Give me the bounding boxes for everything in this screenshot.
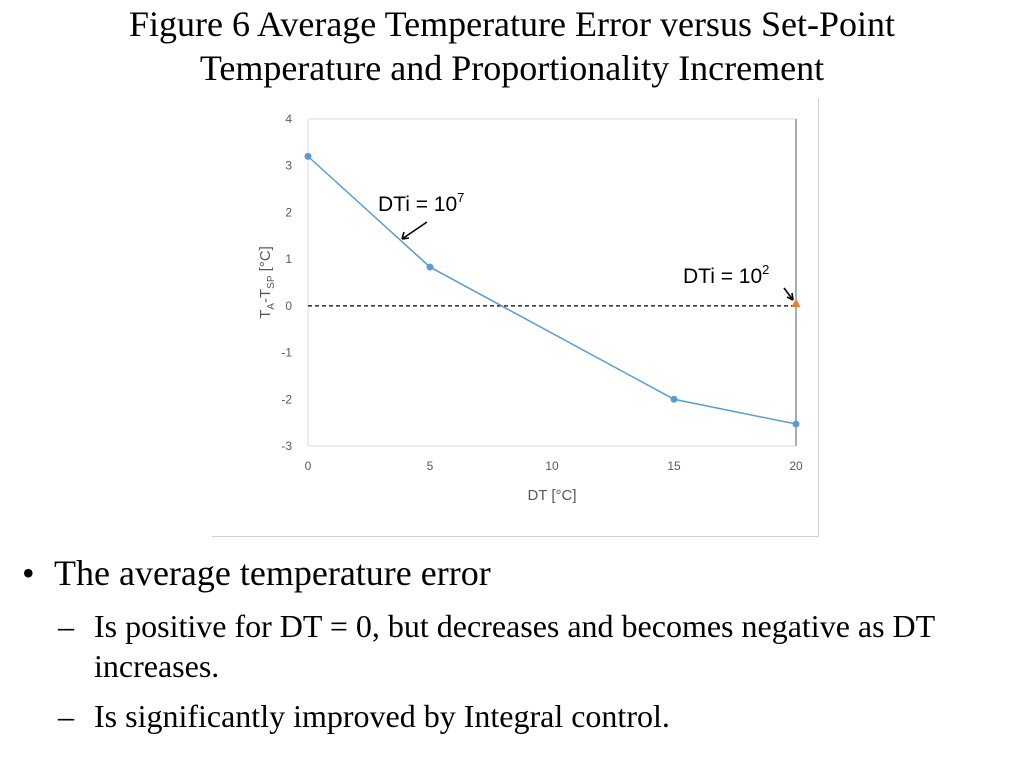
sub-bullet-2: – Is significantly improved by Integral … xyxy=(22,696,1002,736)
sub-bullet-marker: – xyxy=(58,608,74,644)
bullet-marker: • xyxy=(22,553,35,593)
sub-bullet-1: – Is positive for DT = 0, but decreases … xyxy=(22,606,1002,686)
bullet-main: • The average temperature error xyxy=(22,550,1002,596)
x-tick-label: 10 xyxy=(545,459,559,473)
data-point xyxy=(792,420,800,428)
bullet-main-text: The average temperature error xyxy=(54,553,491,593)
series-line xyxy=(307,155,797,425)
sub-bullet-1-text: Is positive for DT = 0, but decreases an… xyxy=(94,608,935,684)
y-tick-label: 4 xyxy=(285,112,292,126)
x-tick-label: 5 xyxy=(427,459,434,473)
x-tick-label: 20 xyxy=(789,459,803,473)
data-point-triangle xyxy=(791,298,801,308)
sub-bullet-2-text: Is significantly improved by Integral co… xyxy=(94,698,670,734)
data-point xyxy=(304,152,312,160)
y-tick-label: 1 xyxy=(285,252,292,266)
bullet-list: • The average temperature error – Is pos… xyxy=(22,550,1002,736)
annotation-dti-1e2: DTi = 102 xyxy=(683,262,769,288)
annotation-arrow-1 xyxy=(401,221,428,240)
annotation-arrow-2 xyxy=(783,287,794,301)
y-tick-label: -3 xyxy=(281,439,292,453)
sub-bullet-marker: – xyxy=(58,698,74,734)
annotation-dti-1e7: DTi = 107 xyxy=(378,190,464,216)
y-tick-label: -1 xyxy=(281,346,292,360)
y-axis-title-sub-a: A xyxy=(266,303,277,310)
data-point xyxy=(670,395,678,403)
x-tick-label: 15 xyxy=(667,459,681,473)
y-tick-label: 2 xyxy=(285,205,292,219)
y-tick-label: 0 xyxy=(285,299,292,313)
slide-title-line-1: Figure 6 Average Temperature Error versu… xyxy=(129,4,895,44)
y-tick-label: 3 xyxy=(285,159,292,173)
annotation-dti-1e7-exponent: 7 xyxy=(457,190,464,205)
x-axis-title: DT [°C] xyxy=(527,487,576,504)
annotation-dti-1e2-exponent: 2 xyxy=(762,262,769,277)
slide-title: Figure 6 Average Temperature Error versu… xyxy=(0,2,1024,90)
y-axis-title: TA-TSP [°C] xyxy=(257,246,277,319)
data-point xyxy=(426,263,434,271)
chart-frame: 4 3 2 1 0 -1 -2 -3 0 5 10 15 20 TA-TSP [°C] DT [°C]… xyxy=(212,98,819,537)
y-tick-label: -2 xyxy=(281,392,292,406)
y-axis-title-sub-sp: SP xyxy=(266,275,277,289)
x-tick-label: 0 xyxy=(305,459,312,473)
slide-title-line-2: Temperature and Proportionality Incremen… xyxy=(199,48,825,88)
